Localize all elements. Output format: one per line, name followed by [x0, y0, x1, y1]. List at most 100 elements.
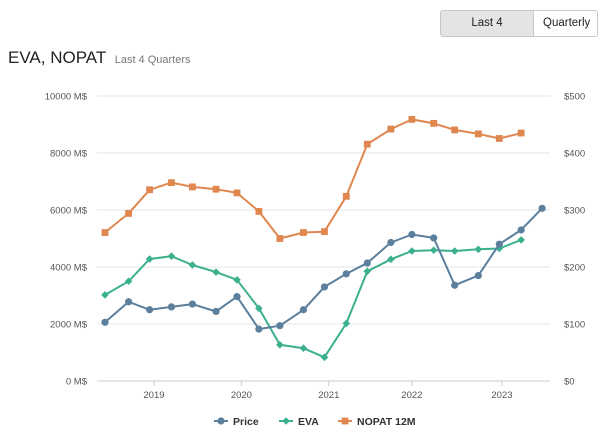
eva-point [495, 244, 504, 253]
eva-point [233, 276, 241, 284]
chart-subtitle: Last 4 Quarters [114, 54, 191, 66]
chart-heading: EVA, NOPAT Last 4 Quarters [8, 48, 191, 68]
legend-item-nopat[interactable]: NOPAT 12M [338, 416, 416, 428]
price-point [145, 306, 154, 314]
legend-label: NOPAT 12M [357, 416, 416, 428]
price-point [408, 230, 416, 239]
nopat-point [342, 192, 350, 200]
eva-point [276, 341, 284, 349]
price-point [125, 298, 133, 306]
y-left-tick-label: 6000 M$ [50, 206, 88, 217]
x-tick-label: 2019 [143, 390, 164, 401]
y-right-tick-label: $400 [564, 149, 585, 160]
legend-marker [282, 417, 290, 425]
price-point [517, 226, 525, 234]
eva-point [167, 252, 176, 260]
x-tick-label: 2021 [318, 390, 339, 401]
x-tick-label: 2020 [231, 390, 252, 401]
nopat-point [321, 228, 328, 236]
nopat-point [474, 130, 482, 138]
price-point [342, 270, 350, 278]
nopat-point [517, 129, 525, 137]
nopat-line [104, 118, 522, 240]
eva-point [212, 268, 220, 276]
price-point [167, 303, 176, 311]
axes: 0 M$ $0 2000 M$ $100 4000 M$ $200 6000 M$ $300 8… [45, 92, 585, 402]
x-tick-label: 2023 [491, 390, 512, 401]
eva-point [474, 245, 483, 254]
chart-title: EVA, NOPAT [8, 48, 107, 67]
y-right-tick-label: $0 [564, 377, 575, 388]
price-point [255, 325, 263, 333]
eva-point [124, 277, 133, 286]
eva-point [342, 319, 351, 328]
nopat-point [387, 125, 395, 133]
y-left-tick-label: 10000 M$ [45, 92, 88, 103]
eva-point [299, 344, 308, 353]
x-tick-label: 2022 [401, 390, 422, 401]
y-right-tick-label: $500 [564, 92, 585, 103]
legend[interactable]: Price EVA NOPAT 12M [214, 416, 416, 428]
eva-point [387, 255, 395, 264]
nopat-point [189, 183, 196, 191]
nopat-point [125, 210, 133, 217]
nopat-point [363, 140, 371, 148]
nopat-point [212, 185, 220, 193]
price-point [538, 204, 546, 212]
y-right-tick-label: $200 [564, 263, 585, 274]
period-toggle: Last 4 Quarters Quarterly [440, 10, 598, 37]
legend-marker [217, 417, 225, 425]
nopat-point [408, 115, 416, 123]
legend-marker [341, 417, 349, 425]
price-point [451, 281, 459, 289]
eva-point [255, 304, 263, 313]
eva-point [145, 255, 154, 263]
eva-point [363, 267, 372, 276]
nopat-point [101, 229, 109, 236]
price-point [320, 283, 329, 291]
y-left-tick-label: 8000 M$ [50, 149, 88, 160]
eva-point [320, 353, 329, 362]
nopat-point [233, 189, 241, 197]
price-point [474, 271, 482, 280]
price-line [104, 207, 543, 331]
nopat-point [451, 126, 459, 134]
nopat-point [168, 179, 175, 187]
y-left-tick-label: 2000 M$ [50, 320, 88, 331]
legend-label: Price [233, 416, 259, 428]
gridlines [97, 95, 550, 382]
legend-item-eva[interactable]: EVA [279, 416, 319, 428]
eva-point [101, 291, 109, 299]
nopat-point [255, 208, 263, 215]
y-right-tick-label: $300 [564, 206, 585, 217]
nopat-point [495, 135, 503, 142]
y-left-tick-label: 0 M$ [66, 377, 88, 388]
price-point [299, 306, 308, 314]
price-point [495, 240, 503, 248]
eva-point [517, 236, 525, 244]
eva-point [408, 247, 416, 255]
price-point [363, 259, 371, 267]
series [101, 115, 546, 362]
price-point [101, 318, 109, 326]
price-point [233, 293, 241, 301]
nopat-point [146, 186, 153, 194]
price-point [430, 234, 438, 242]
eva-point [450, 247, 459, 255]
nopat-point [300, 229, 307, 236]
price-point [212, 307, 220, 316]
eva-point [429, 246, 438, 254]
y-right-tick-label: $100 [564, 320, 585, 331]
eva-point [188, 261, 197, 269]
price-point [276, 322, 284, 330]
price-point [188, 300, 197, 308]
quarterly-button[interactable]: Quarterly [534, 11, 597, 36]
y-left-tick-label: 4000 M$ [50, 263, 88, 274]
legend-item-price[interactable]: Price [214, 416, 259, 428]
nopat-point [430, 119, 438, 127]
last-4-quarters-button[interactable]: Last 4 Quarters [441, 11, 534, 36]
price-point [387, 238, 395, 247]
legend-label: EVA [298, 416, 319, 428]
nopat-point [276, 235, 284, 242]
